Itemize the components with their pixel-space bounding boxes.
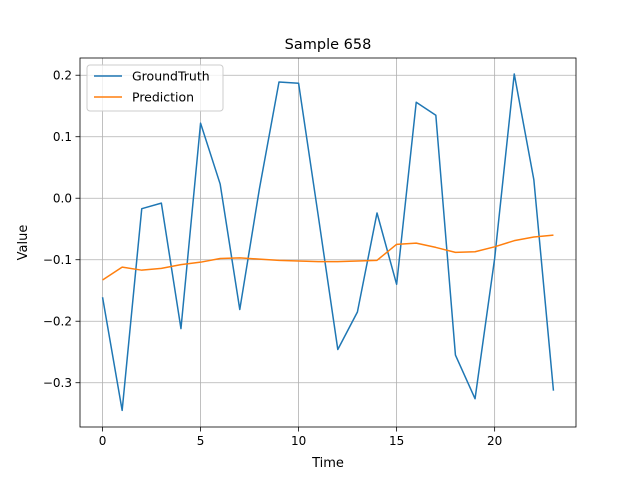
legend-label-groundtruth: GroundTruth bbox=[132, 69, 210, 84]
series-line-groundtruth bbox=[101, 73, 555, 412]
y-tick-label: −0.3 bbox=[43, 376, 72, 390]
y-tick-label: 0.2 bbox=[53, 69, 72, 83]
plot-frame bbox=[79, 57, 577, 428]
y-tick-label: 0.1 bbox=[53, 130, 72, 144]
y-tick-label: 0.0 bbox=[53, 192, 72, 206]
legend: GroundTruth Prediction bbox=[86, 64, 224, 112]
x-tick-label: 15 bbox=[389, 434, 404, 448]
x-tick-label: 10 bbox=[291, 434, 306, 448]
y-tick-label: −0.2 bbox=[43, 315, 72, 329]
x-tick-label: 20 bbox=[487, 434, 502, 448]
axis-ticks: 0 5 10 15 20 −0.3 −0.2 −0.1 0.0 0.1 0.2 bbox=[43, 69, 502, 448]
series-line-prediction bbox=[102, 234, 554, 281]
grid-lines bbox=[80, 58, 576, 427]
x-axis-label: Time bbox=[311, 456, 344, 471]
legend-label-prediction: Prediction bbox=[132, 90, 194, 105]
x-tick-label: 5 bbox=[197, 434, 205, 448]
y-axis-label: Value bbox=[16, 225, 31, 261]
x-tick-label: 0 bbox=[99, 434, 107, 448]
chart-title: Sample 658 bbox=[285, 37, 372, 53]
y-tick-label: −0.1 bbox=[43, 253, 72, 267]
series-layer bbox=[101, 73, 555, 412]
